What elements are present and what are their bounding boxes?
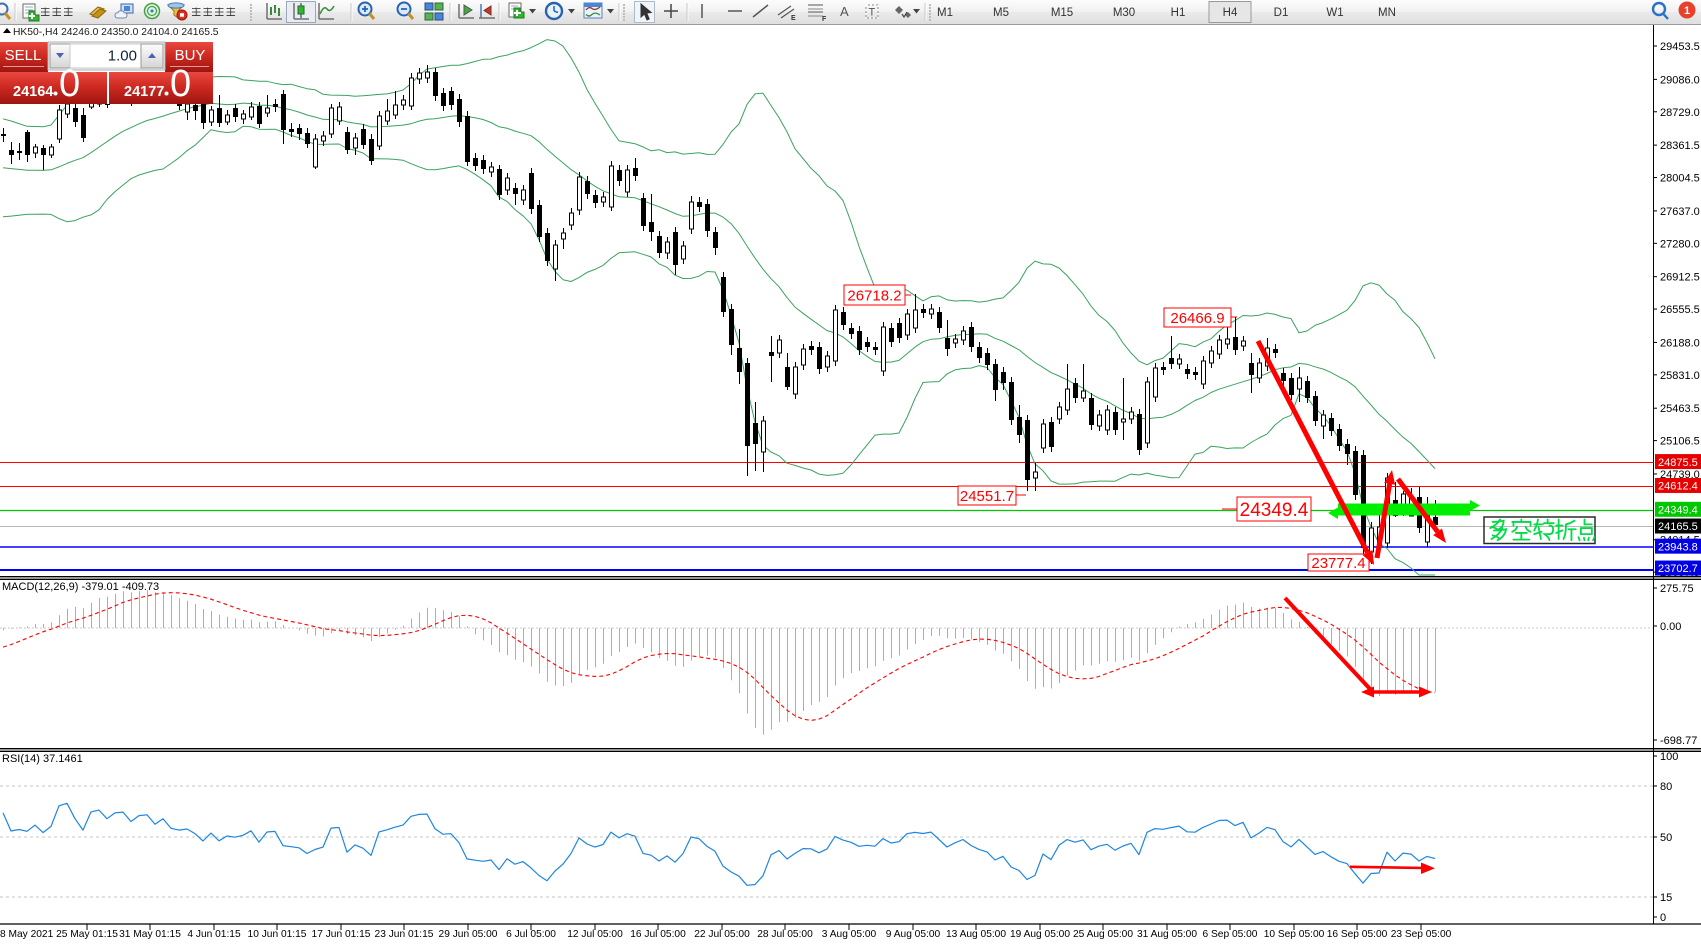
svg-text:16 Sep 05:00: 16 Sep 05:00 [1327, 929, 1388, 940]
svg-text:80: 80 [1660, 781, 1672, 793]
svg-text:10 Jun 01:15: 10 Jun 01:15 [248, 929, 307, 940]
svg-text:H4: H4 [1223, 7, 1238, 19]
svg-text:D1: D1 [1274, 7, 1289, 19]
svg-text:BUY: BUY [175, 47, 206, 64]
svg-text:24551.7: 24551.7 [960, 488, 1014, 505]
svg-text:SELL: SELL [5, 47, 42, 64]
svg-text:26718.2: 26718.2 [847, 287, 901, 304]
svg-text:W1: W1 [1326, 7, 1343, 19]
svg-text:23 Sep 05:00: 23 Sep 05:00 [1391, 929, 1452, 940]
svg-text:28729.0: 28729.0 [1660, 107, 1700, 119]
svg-text:27637.0: 27637.0 [1660, 206, 1700, 218]
svg-text:23 Jun 01:15: 23 Jun 01:15 [375, 929, 434, 940]
svg-text:25463.5: 25463.5 [1660, 403, 1700, 415]
svg-text:0.00: 0.00 [1660, 621, 1681, 633]
svg-text:MN: MN [1378, 7, 1396, 19]
svg-text:28361.5: 28361.5 [1660, 140, 1700, 152]
svg-text:9 Aug 05:00: 9 Aug 05:00 [886, 929, 941, 940]
svg-text:25 May 01:15: 25 May 01:15 [56, 929, 118, 940]
svg-text:T: T [869, 7, 876, 19]
svg-text:M30: M30 [1113, 7, 1135, 19]
svg-text:25106.5: 25106.5 [1660, 436, 1700, 448]
svg-text:29 Jun 05:00: 29 Jun 05:00 [439, 929, 498, 940]
svg-text:26912.5: 26912.5 [1660, 272, 1700, 284]
svg-text:23702.7: 23702.7 [1658, 563, 1698, 575]
svg-text:24349.4: 24349.4 [1658, 505, 1698, 517]
svg-text:-698.77: -698.77 [1660, 735, 1697, 747]
svg-text:M1: M1 [937, 7, 953, 19]
svg-text:25 Aug 05:00: 25 Aug 05:00 [1073, 929, 1133, 940]
svg-text:F: F [822, 16, 827, 23]
svg-text:16 Jul 05:00: 16 Jul 05:00 [630, 929, 686, 940]
svg-text:28004.5: 28004.5 [1660, 173, 1700, 185]
svg-text:MACD(12,26,9) -379.01 -409.73: MACD(12,26,9) -379.01 -409.73 [2, 581, 159, 593]
svg-text:H1: H1 [1171, 7, 1186, 19]
svg-text:8 May 2021: 8 May 2021 [0, 929, 54, 940]
svg-text:0: 0 [1660, 912, 1666, 924]
svg-text:0: 0 [59, 63, 80, 105]
svg-text:RSI(14) 37.1461: RSI(14) 37.1461 [2, 753, 83, 765]
svg-text:24349.4: 24349.4 [1240, 500, 1309, 521]
svg-text:25831.0: 25831.0 [1660, 370, 1700, 382]
svg-text:50: 50 [1660, 832, 1672, 844]
svg-text:26555.5: 26555.5 [1660, 304, 1700, 316]
svg-text:24612.4: 24612.4 [1658, 481, 1698, 493]
svg-text:26188.0: 26188.0 [1660, 337, 1700, 349]
svg-text:275.75: 275.75 [1660, 583, 1694, 595]
svg-text:27280.0: 27280.0 [1660, 238, 1700, 250]
svg-text:31 Aug 05:00: 31 Aug 05:00 [1137, 929, 1197, 940]
svg-text:100: 100 [1660, 751, 1678, 763]
svg-text:29086.0: 29086.0 [1660, 74, 1700, 86]
svg-text:26466.9: 26466.9 [1170, 310, 1224, 327]
svg-text:HK50-,H4 24246.0 24350.0 2410: HK50-,H4 24246.0 24350.0 24104.0 24165.5 [13, 27, 219, 38]
svg-text:17 Jun 01:15: 17 Jun 01:15 [312, 929, 371, 940]
svg-text:1.00: 1.00 [108, 48, 137, 65]
svg-text:3 Aug 05:00: 3 Aug 05:00 [822, 929, 877, 940]
svg-text:6 Sep 05:00: 6 Sep 05:00 [1203, 929, 1258, 940]
svg-text:6 Jul 05:00: 6 Jul 05:00 [506, 929, 556, 940]
svg-text:4 Jun 01:15: 4 Jun 01:15 [187, 929, 241, 940]
svg-text:A: A [840, 4, 849, 19]
svg-text:15: 15 [1660, 892, 1672, 904]
svg-text:31 May 01:15: 31 May 01:15 [119, 929, 181, 940]
svg-text:29453.5: 29453.5 [1660, 41, 1700, 53]
svg-text:E: E [791, 15, 796, 22]
svg-text:13 Aug 05:00: 13 Aug 05:00 [946, 929, 1006, 940]
svg-text:M5: M5 [993, 7, 1009, 19]
svg-text:M15: M15 [1051, 7, 1073, 19]
svg-text:24875.5: 24875.5 [1658, 457, 1698, 469]
svg-text:24165.5: 24165.5 [1658, 521, 1698, 533]
svg-text:10 Sep 05:00: 10 Sep 05:00 [1264, 929, 1325, 940]
svg-text:1: 1 [1684, 5, 1690, 17]
svg-text:23777.4: 23777.4 [1311, 555, 1365, 572]
svg-text:22 Jul 05:00: 22 Jul 05:00 [694, 929, 750, 940]
svg-text:23943.8: 23943.8 [1658, 541, 1698, 553]
svg-text:24177: 24177 [124, 84, 164, 100]
svg-text:0: 0 [170, 63, 191, 105]
svg-text:12 Jul 05:00: 12 Jul 05:00 [567, 929, 623, 940]
svg-text:19 Aug 05:00: 19 Aug 05:00 [1010, 929, 1070, 940]
svg-text:28 Jul 05:00: 28 Jul 05:00 [757, 929, 813, 940]
svg-text:24164: 24164 [13, 84, 53, 100]
